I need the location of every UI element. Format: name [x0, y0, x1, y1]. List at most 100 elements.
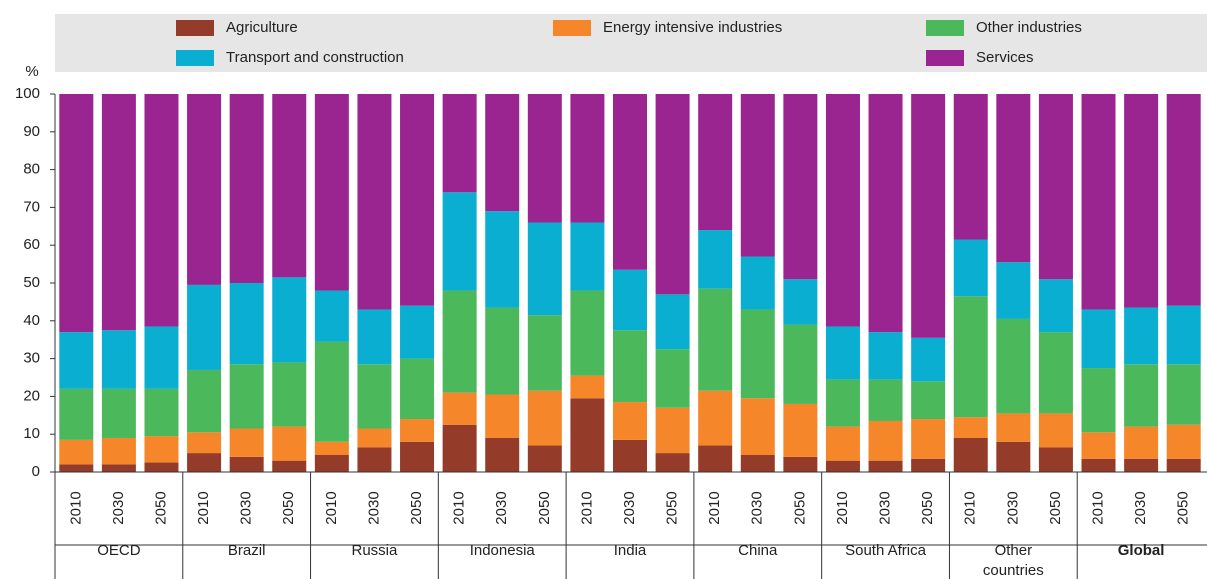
bar-segment [229, 364, 264, 429]
legend-swatch [176, 50, 214, 66]
bar-segment [485, 307, 520, 395]
bar-segment [400, 94, 435, 306]
bar-segment [911, 94, 946, 338]
bar-segment [953, 417, 988, 438]
bar-segment [314, 454, 349, 472]
bar-segment [442, 290, 477, 393]
bar-segment [698, 230, 733, 289]
y-tick-label: 60 [23, 236, 40, 253]
x-tick-label: 2010 [706, 491, 723, 524]
bar-segment [570, 375, 605, 399]
bar-segment [953, 296, 988, 418]
bar-segment [272, 362, 307, 427]
legend-label: Other industries [976, 19, 1082, 36]
bar-segment [187, 432, 222, 454]
bar-segment [229, 428, 264, 457]
x-tick-label: 2030 [238, 491, 255, 524]
group-label: India [613, 542, 647, 559]
x-tick-label: 2010 [451, 491, 468, 524]
bar-segment [59, 94, 94, 333]
bar-segment [953, 239, 988, 297]
bar-segment [59, 464, 94, 472]
x-tick-label: 2030 [1132, 491, 1149, 524]
bar-segment [740, 309, 775, 399]
x-tick-label: 2010 [834, 491, 851, 524]
bar-segment [1124, 307, 1159, 365]
bar-segment [1081, 94, 1116, 310]
y-tick-label: 40 [23, 312, 40, 329]
bar-segment [570, 94, 605, 223]
bar-segment [1124, 426, 1159, 459]
bar-segment [996, 318, 1031, 414]
legend-swatch [553, 20, 591, 36]
group-label: OECD [97, 542, 141, 559]
bar-segment [953, 437, 988, 472]
bar-segment [144, 94, 179, 327]
bar-segment [101, 94, 136, 331]
bar-segment [144, 462, 179, 472]
bar-segment [272, 94, 307, 278]
x-tick-label: 2030 [621, 491, 638, 524]
bar-segment [314, 341, 349, 442]
bar-segment [868, 332, 903, 380]
bar-segment [400, 358, 435, 420]
bar-segment [698, 445, 733, 472]
y-axis-label: % [25, 63, 38, 80]
bar-segment [570, 398, 605, 472]
bar-segment [485, 211, 520, 308]
bar-segment [613, 94, 647, 270]
bar-segment [868, 94, 903, 333]
x-tick-label: 2010 [195, 491, 212, 524]
bar-segment [314, 94, 349, 291]
group-label: South Africa [845, 542, 926, 559]
x-tick-label: 2030 [110, 491, 127, 524]
bar-segment [783, 324, 818, 404]
x-tick-label: 2010 [1089, 491, 1106, 524]
bar-segment [868, 379, 903, 421]
x-tick-label: 2050 [664, 491, 681, 524]
bar-segment [953, 94, 988, 240]
bar-segment [613, 402, 647, 440]
bar-segment [613, 269, 647, 331]
bar-segment [485, 94, 520, 212]
bar-segment [272, 426, 307, 461]
bar-segment [187, 453, 222, 472]
y-tick-label: 80 [23, 161, 40, 178]
bar-segment [911, 381, 946, 420]
legend-swatch [926, 20, 964, 36]
bar-segment [442, 94, 477, 193]
bar-segment [1038, 332, 1073, 414]
bar-segment [868, 460, 903, 472]
group-label: China [738, 542, 778, 559]
bar-segment [1124, 364, 1159, 427]
bar-segment [740, 454, 775, 472]
x-tick-label: 2030 [877, 491, 894, 524]
x-tick-label: 2050 [408, 491, 425, 524]
bar-segment [1124, 94, 1159, 308]
bar-segment [357, 447, 392, 472]
legend-swatch [176, 20, 214, 36]
bar-segment [698, 390, 733, 446]
bar-segment [442, 424, 477, 472]
bar-segment [144, 388, 179, 437]
x-tick-label: 2030 [749, 491, 766, 524]
bar-segment [357, 309, 392, 365]
bar-segment [1166, 458, 1201, 472]
bar-segment [783, 279, 818, 325]
legend-swatch [926, 50, 964, 66]
bar-segment [527, 222, 562, 316]
bar-segment [187, 369, 222, 433]
group-label: Other countries [982, 542, 1044, 579]
bar-segment [868, 420, 903, 461]
bar-segment [272, 277, 307, 363]
x-tick-label: 2050 [280, 491, 297, 524]
bar-segment [442, 192, 477, 291]
bar-segment [655, 407, 690, 454]
group-label: Russia [351, 542, 398, 559]
bar-segment [1081, 368, 1116, 433]
bar-segment [698, 94, 733, 231]
bar-segment [825, 94, 860, 327]
bar-segment [1081, 458, 1116, 472]
bar-segment [740, 256, 775, 310]
